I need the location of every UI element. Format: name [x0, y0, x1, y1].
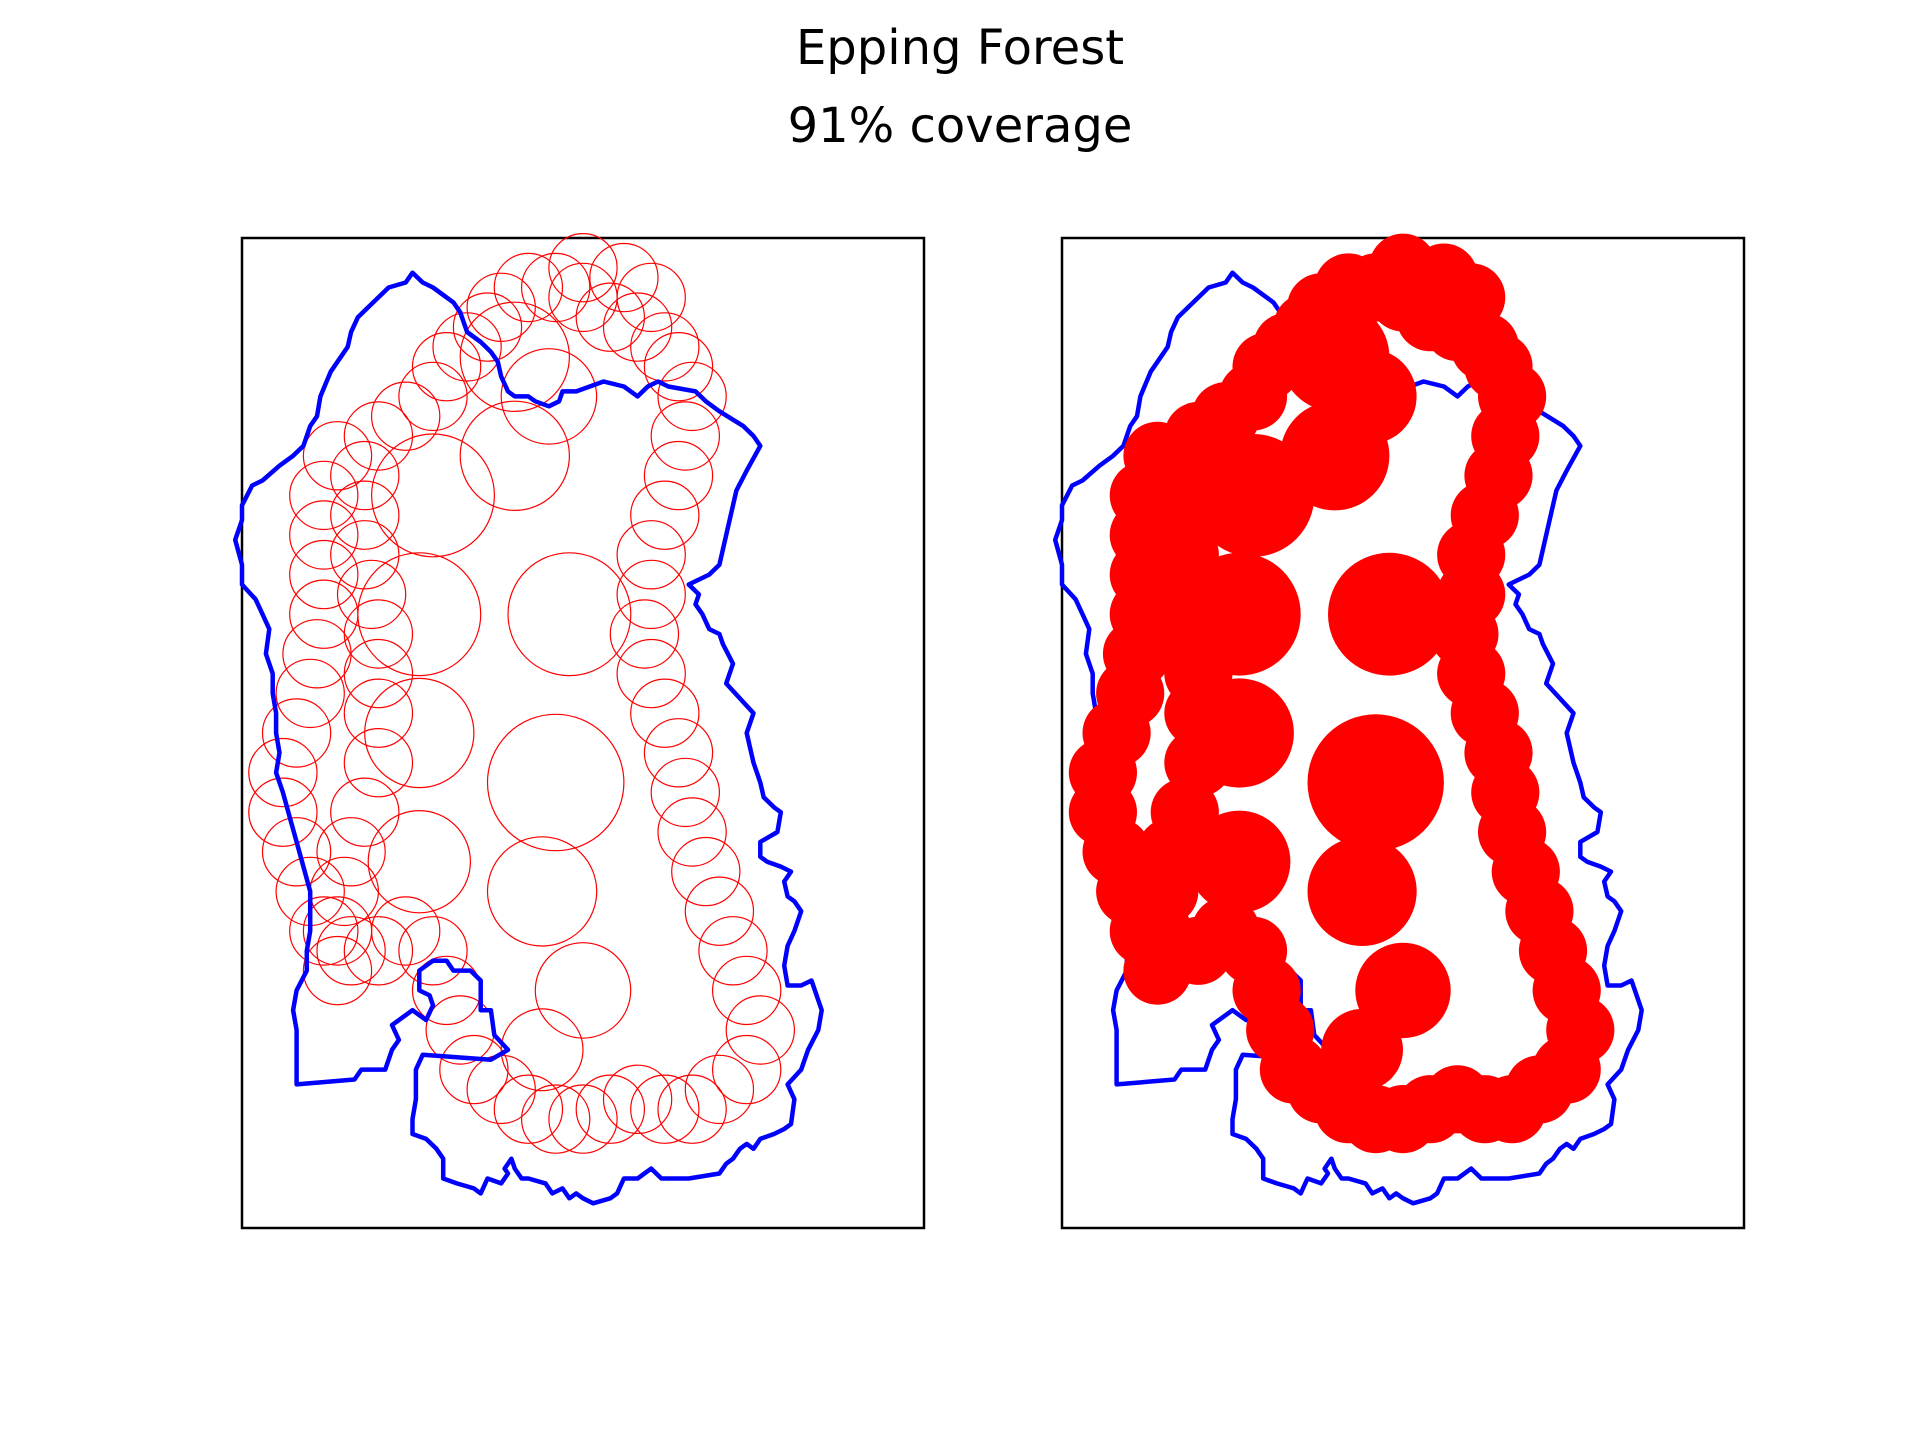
outline-circles-panel: [232, 233, 926, 1230]
coverage-circle: [684, 1054, 755, 1125]
coverage-circle: [1321, 348, 1417, 445]
coverage-circle: [575, 282, 645, 352]
coverage-circle: [650, 401, 720, 471]
coverage-circle: [643, 440, 714, 511]
coverage-circle: [275, 658, 345, 729]
coverage-circle: [336, 559, 407, 630]
coverage-circle: [1164, 728, 1233, 797]
coverage-circle: [616, 559, 686, 630]
boundary-line: [1052, 270, 1644, 1206]
coverage-circle: [343, 401, 414, 471]
coverage-circle: [371, 896, 441, 966]
coverage-circle: [671, 836, 741, 907]
coverage-circle: [589, 242, 659, 313]
coverage-circle: [302, 935, 373, 1006]
coverage-circle: [548, 1084, 618, 1154]
coverage-circle: [459, 301, 570, 413]
coverage-circle: [289, 460, 359, 531]
coverage-circle: [602, 1064, 673, 1135]
coverage-circle: [521, 1084, 591, 1154]
coverage-circle: [630, 312, 700, 382]
coverage-circle: [330, 440, 400, 511]
coverage-circle: [466, 272, 536, 343]
coverage-circle: [411, 331, 482, 402]
coverage-circle: [398, 916, 468, 986]
coverage-circle: [725, 995, 795, 1065]
coverage-circle: [521, 252, 591, 323]
coverage-circle: [289, 500, 359, 570]
coverage-circle: [261, 817, 332, 887]
coverage-circle: [364, 677, 475, 789]
chart-title: Epping Forest: [795, 20, 1125, 76]
coverage-circle: [439, 1034, 509, 1105]
coverage-circle: [1188, 810, 1291, 913]
coverage-circle: [500, 348, 598, 445]
coverage-circle: [1307, 714, 1444, 851]
coverage-circle: [698, 916, 768, 986]
coverage-circle: [316, 817, 386, 887]
coverage-circle: [330, 480, 400, 550]
coverage-circle: [248, 777, 318, 847]
coverage-circle: [289, 896, 359, 966]
coverage-circle: [643, 331, 714, 402]
coverage-circle: [1307, 836, 1417, 947]
coverage-circle: [650, 757, 720, 828]
coverage-circle: [367, 810, 472, 914]
coverage-circle: [486, 713, 625, 852]
coverage-circle: [657, 797, 727, 867]
coverage-circle: [630, 1074, 700, 1144]
coverage-circle: [248, 737, 318, 808]
coverage-circle: [602, 292, 673, 362]
coverage-circle: [1437, 263, 1506, 332]
coverage-circle: [657, 361, 727, 432]
coverage-circle: [630, 480, 700, 550]
coverage-circle: [330, 520, 400, 590]
coverage-circle: [684, 876, 755, 946]
boundary-line: [232, 270, 824, 1206]
coverage-circles: [1068, 233, 1615, 1154]
coverage-circle: [712, 1034, 782, 1105]
axes-frame: [240, 236, 926, 1230]
filled-circles-panel: [1052, 233, 1746, 1230]
coverage-circle: [289, 579, 359, 649]
coverage-circle: [493, 1074, 564, 1144]
coverage-circle: [1328, 552, 1451, 676]
coverage-circle: [616, 520, 686, 590]
coverage-circle: [371, 381, 441, 451]
coverage-circle: [548, 233, 618, 303]
coverage-circle: [282, 619, 352, 689]
coverage-circle: [643, 718, 714, 788]
coverage-circle: [459, 400, 570, 512]
coverage-circle: [507, 552, 632, 677]
coverage-circles: [248, 233, 795, 1154]
coverage-circle: [289, 539, 359, 610]
coverage-circle: [609, 599, 680, 669]
chart-subtitle: 91% coverage: [787, 98, 1133, 154]
coverage-circle: [261, 698, 332, 768]
coverage-circle: [630, 678, 700, 748]
coverage-circle: [1123, 421, 1192, 490]
coverage-circle: [575, 1074, 645, 1144]
coverage-circle: [657, 1074, 727, 1144]
coverage-circle: [486, 836, 598, 947]
coverage-circle: [343, 678, 414, 748]
coverage-circle: [371, 433, 496, 558]
coverage-circle: [452, 292, 523, 362]
coverage-circle: [398, 361, 468, 432]
coverage-circle: [712, 955, 782, 1026]
coverage-circle: [616, 638, 686, 709]
coverage-circle: [330, 777, 400, 847]
coverage-circle: [302, 421, 373, 491]
coverage-circle: [534, 942, 632, 1039]
coverage-circle: [343, 916, 414, 986]
coverage-circle: [616, 262, 686, 333]
coverage-circle: [493, 252, 564, 323]
coverage-circle: [343, 728, 414, 798]
coverage-circle: [316, 916, 386, 986]
